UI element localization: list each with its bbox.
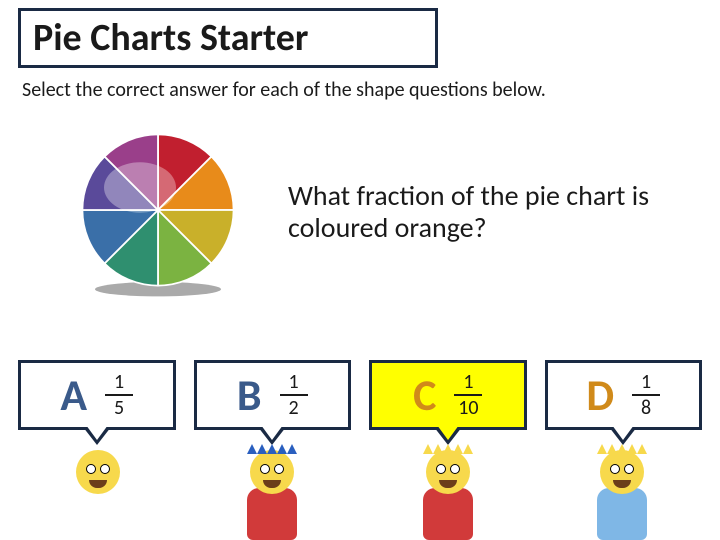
fraction-numerator: 1 [289, 372, 299, 392]
character-icon [58, 450, 138, 540]
title-box: Pie Charts Starter [18, 8, 438, 68]
answer-option-a[interactable]: A 1 5 [18, 360, 176, 430]
answer-fraction: 1 8 [632, 372, 660, 418]
answer-row: A 1 5 B 1 2 C 1 10 D 1 8 [18, 360, 702, 430]
speech-tail-icon [434, 427, 462, 445]
character-icon [232, 450, 312, 540]
fraction-numerator: 1 [114, 372, 124, 392]
fraction-numerator: 1 [463, 372, 473, 392]
answer-option-b[interactable]: B 1 2 [194, 360, 352, 430]
speech-tail-icon [83, 427, 111, 445]
character-icon [408, 450, 488, 540]
character-icon [582, 450, 662, 540]
answer-letter: B [237, 368, 262, 422]
instruction-text: Select the correct answer for each of th… [22, 78, 546, 102]
fraction-denominator: 10 [458, 398, 478, 418]
answer-fraction: 1 10 [454, 372, 482, 418]
fraction-denominator: 8 [641, 398, 651, 418]
answer-letter: D [586, 368, 614, 422]
fraction-denominator: 2 [289, 398, 299, 418]
speech-tail-icon [609, 427, 637, 445]
answer-option-c[interactable]: C 1 10 [369, 360, 527, 430]
pie-chart [68, 120, 248, 300]
fraction-denominator: 5 [114, 398, 124, 418]
answer-letter: C [413, 368, 436, 422]
speech-tail-icon [258, 427, 286, 445]
fraction-numerator: 1 [641, 372, 651, 392]
answer-letter: A [60, 368, 87, 422]
answer-fraction: 1 2 [280, 372, 308, 418]
question-text: What fraction of the pie chart is colour… [288, 180, 698, 244]
answer-fraction: 1 5 [105, 372, 133, 418]
page-title: Pie Charts Starter [33, 15, 308, 61]
answer-option-d[interactable]: D 1 8 [545, 360, 703, 430]
